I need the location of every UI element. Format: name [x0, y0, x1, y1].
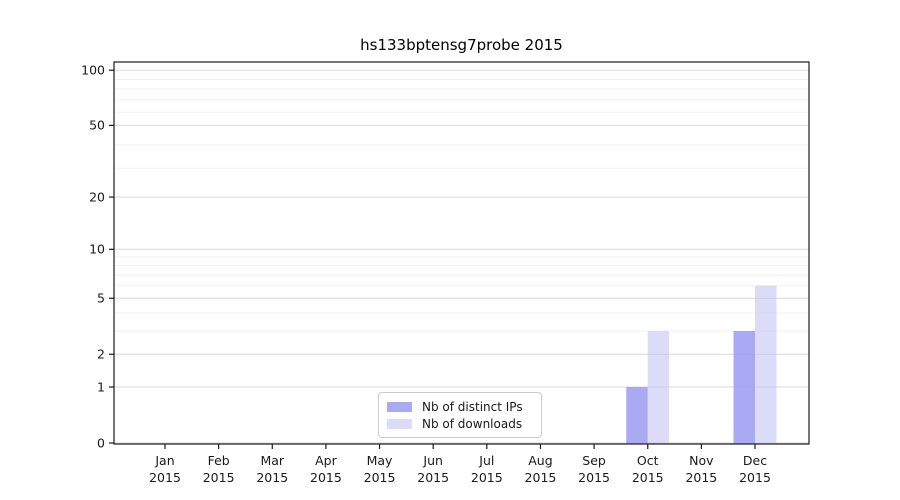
x-month-label: Sep	[582, 453, 606, 468]
x-year-label: 2015	[685, 470, 717, 485]
x-month-label: Oct	[637, 453, 659, 468]
chart-title: hs133bptensg7probe 2015	[360, 36, 563, 54]
bar-downloads	[647, 331, 670, 444]
legend-swatch-distinct-ips	[387, 401, 412, 412]
x-month-label: Dec	[743, 453, 767, 468]
legend-label-distinct-ips: Nb of distinct IPs	[422, 399, 523, 414]
y-tick-label: 10	[89, 242, 105, 257]
y-tick-label: 50	[89, 118, 105, 133]
x-year-label: 2015	[310, 470, 342, 485]
bar-downloads	[755, 285, 777, 444]
x-month-label: Feb	[208, 453, 230, 468]
x-month-label: Jan	[154, 453, 174, 468]
legend-label-downloads: Nb of downloads	[422, 416, 523, 431]
x-year-label: 2015	[525, 470, 557, 485]
x-month-label: Jun	[422, 453, 443, 468]
x-year-label: 2015	[149, 470, 181, 485]
x-month-label: Jul	[478, 453, 494, 468]
x-month-label: May	[367, 453, 393, 468]
legend-row-distinct-ips: Nb of distinct IPs	[387, 398, 532, 415]
bar-distinct-ips	[733, 331, 755, 444]
x-year-label: 2015	[417, 470, 449, 485]
x-year-label: 2015	[364, 470, 396, 485]
legend-row-downloads: Nb of downloads	[387, 415, 532, 432]
legend-swatch-downloads	[387, 418, 412, 429]
x-year-label: 2015	[578, 470, 610, 485]
bar-distinct-ips	[626, 387, 648, 444]
legend: Nb of distinct IPs Nb of downloads	[378, 392, 542, 438]
x-month-label: Nov	[689, 453, 714, 468]
plot-area	[113, 61, 810, 445]
x-year-label: 2015	[203, 470, 235, 485]
y-tick-label: 1	[97, 379, 105, 394]
y-tick-label: 5	[97, 291, 105, 306]
x-year-label: 2015	[471, 470, 503, 485]
x-year-label: 2015	[632, 470, 664, 485]
x-month-label: Mar	[260, 453, 284, 468]
y-tick-label: 20	[89, 189, 105, 204]
x-year-label: 2015	[739, 470, 771, 485]
x-year-label: 2015	[256, 470, 288, 485]
y-tick-label: 100	[81, 62, 105, 77]
y-tick-label: 0	[97, 435, 105, 450]
x-month-label: Aug	[528, 453, 552, 468]
x-month-label: Apr	[315, 453, 337, 468]
y-tick-label: 2	[97, 347, 105, 362]
